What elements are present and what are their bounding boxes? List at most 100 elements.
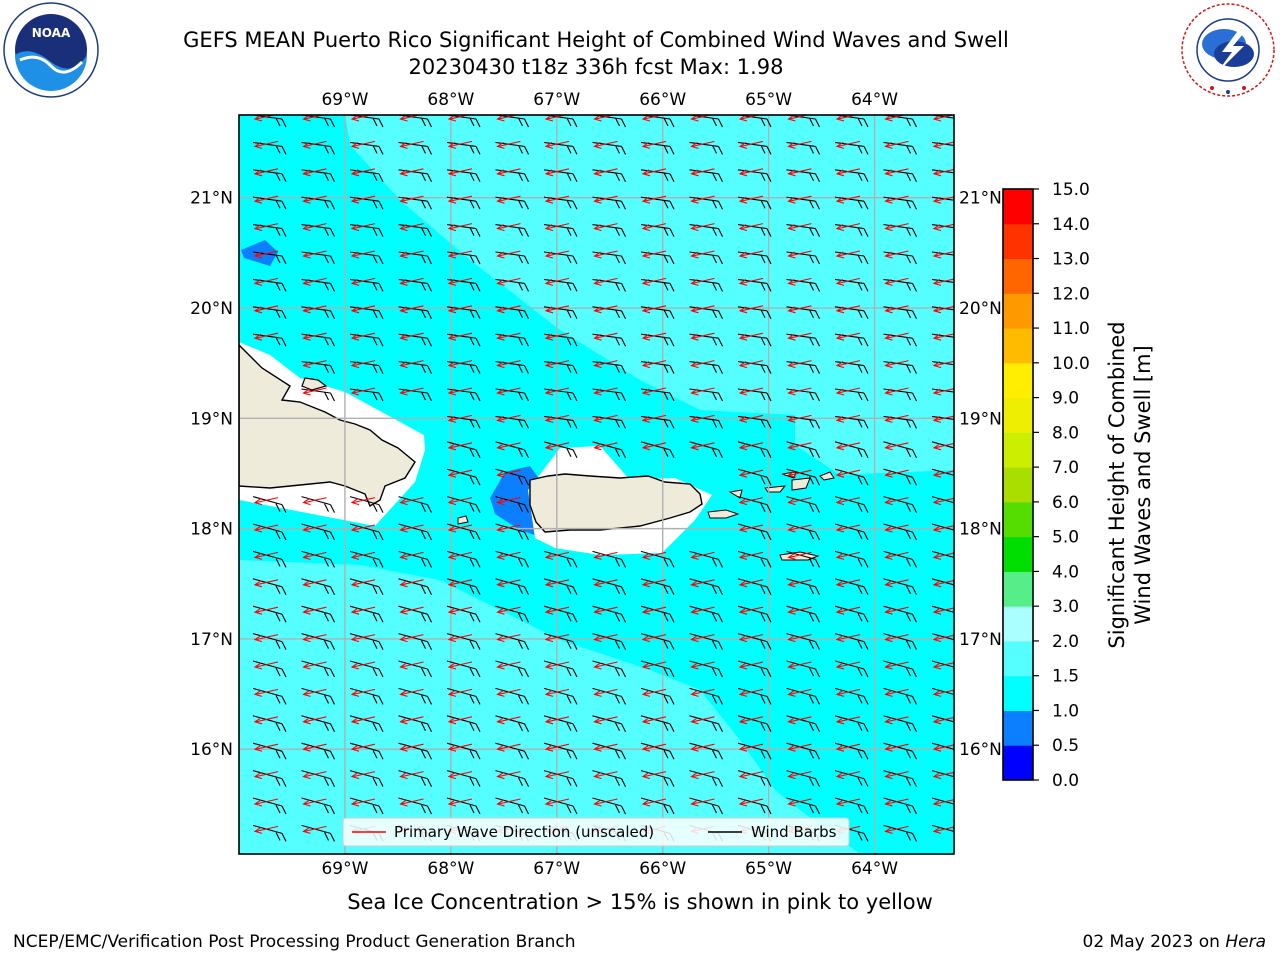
wind-barb	[446, 141, 477, 147]
wind-barb-flag	[809, 145, 814, 154]
wind-barb	[786, 306, 816, 312]
wave-direction-arrowhead	[399, 662, 408, 670]
wind-barb-flag	[857, 419, 863, 428]
wind-barb	[495, 196, 525, 202]
wave-direction-arrow	[740, 634, 764, 641]
wind-barb	[737, 605, 768, 615]
wave-direction-arrowhead	[835, 552, 845, 560]
wave-direction-arrowhead	[399, 196, 408, 204]
wind-barb-flag	[863, 476, 869, 486]
colorbar-tick-label: 6.0	[1052, 493, 1079, 513]
wind-barb	[543, 278, 574, 284]
wind-barb-flag	[766, 476, 772, 486]
wind-barb-flag	[760, 145, 766, 154]
wind-barb	[640, 660, 671, 670]
wind-barb-flag	[955, 778, 959, 786]
wind-barb-flag	[712, 309, 717, 319]
wind-barb-flag	[766, 668, 772, 678]
wind-barb-flag	[524, 228, 529, 237]
wave-direction-arrowhead	[253, 635, 263, 643]
wind-barb-flag	[906, 475, 911, 485]
wave-direction-arrowhead	[593, 717, 602, 725]
wind-barb	[592, 141, 622, 147]
wind-barb-flag	[475, 283, 481, 292]
wave-direction-arrow	[304, 387, 327, 394]
wind-barb	[931, 797, 954, 805]
wind-barb-flag	[663, 391, 669, 401]
wind-barb	[446, 169, 477, 175]
wind-barbs-legend-label: Wind Barbs	[751, 823, 837, 841]
wind-barb-flag	[912, 146, 917, 155]
wave-direction-arrowhead	[884, 799, 893, 807]
wave-direction-arrowhead	[593, 552, 602, 560]
wind-barb-flag	[712, 722, 717, 732]
wind-barb-flag	[427, 559, 432, 568]
wind-barb-flag	[518, 282, 523, 291]
wind-barb-flag	[518, 530, 523, 540]
wind-barb-flag	[766, 118, 772, 128]
wind-barb-flag	[669, 586, 675, 596]
wave-direction-arrow	[692, 168, 715, 175]
wind-barb	[252, 306, 283, 312]
wave-direction-arrowhead	[447, 717, 457, 725]
wind-barb-flag	[912, 337, 917, 347]
wind-barb-flag	[475, 146, 481, 155]
colorbar-segment	[1003, 293, 1033, 329]
wind-barb-flag	[663, 254, 669, 264]
wind-barb-flag	[712, 227, 717, 236]
wave-direction-arrow	[886, 223, 909, 230]
wind-barb-flag	[669, 173, 675, 183]
wave-direction-arrowhead	[302, 388, 311, 396]
wave-direction-arrowhead	[350, 196, 360, 204]
wind-barb-flag	[815, 255, 820, 265]
wave-direction-arrow	[255, 168, 279, 175]
wind-barb	[398, 660, 428, 670]
wind-barb	[592, 361, 622, 367]
wind-barb	[737, 742, 768, 752]
wave-direction-arrow	[449, 140, 473, 147]
wind-barb-flag	[766, 750, 772, 760]
wave-direction-arrow	[255, 551, 279, 558]
wind-barb	[931, 660, 954, 668]
wind-barb-flag	[475, 750, 481, 760]
wave-direction-arrow	[692, 442, 715, 449]
wind-barb	[786, 361, 816, 367]
wind-barb	[737, 361, 768, 367]
wave-direction-arrow	[740, 551, 764, 558]
wind-barb	[883, 578, 913, 588]
wave-direction-arrowhead	[496, 525, 505, 533]
wave-direction-arrowhead	[787, 333, 796, 341]
wind-barb-flag	[815, 200, 820, 210]
wind-barb	[786, 441, 816, 451]
wind-barb	[301, 306, 331, 312]
wave-direction-arrowhead	[641, 361, 651, 369]
wind-barb	[931, 550, 954, 559]
wind-barb	[398, 605, 428, 615]
wave-direction-arrow	[546, 115, 568, 120]
wind-barb-flag	[815, 750, 820, 760]
wind-barb	[543, 333, 574, 339]
wind-barb-flag	[955, 805, 959, 813]
wind-barb-flag	[518, 336, 523, 346]
wind-barb-flag	[955, 668, 959, 676]
wind-barb-flag	[469, 777, 475, 786]
wind-barb-flag	[469, 227, 475, 236]
wind-barb-flag	[712, 804, 717, 814]
x-tick-label-top: 65°W	[745, 90, 792, 110]
wave-direction-arrowhead	[835, 744, 845, 752]
wind-barb-flag	[372, 777, 378, 786]
wave-direction-arrowhead	[496, 689, 505, 697]
wind-barb	[640, 278, 671, 284]
wind-barb	[495, 333, 525, 339]
wind-barb-flag	[469, 309, 475, 319]
wave-direction-arrowhead	[835, 689, 845, 697]
wind-barb	[349, 633, 380, 643]
wave-direction-arrow	[546, 332, 570, 339]
wind-barb	[834, 361, 865, 367]
wind-barb-flag	[566, 199, 572, 209]
map-frame	[238, 114, 955, 855]
wave-direction-arrowhead	[253, 278, 263, 286]
wind-barb-flag	[857, 117, 863, 127]
wave-direction-arrow	[789, 798, 812, 805]
wind-barb	[252, 141, 283, 147]
